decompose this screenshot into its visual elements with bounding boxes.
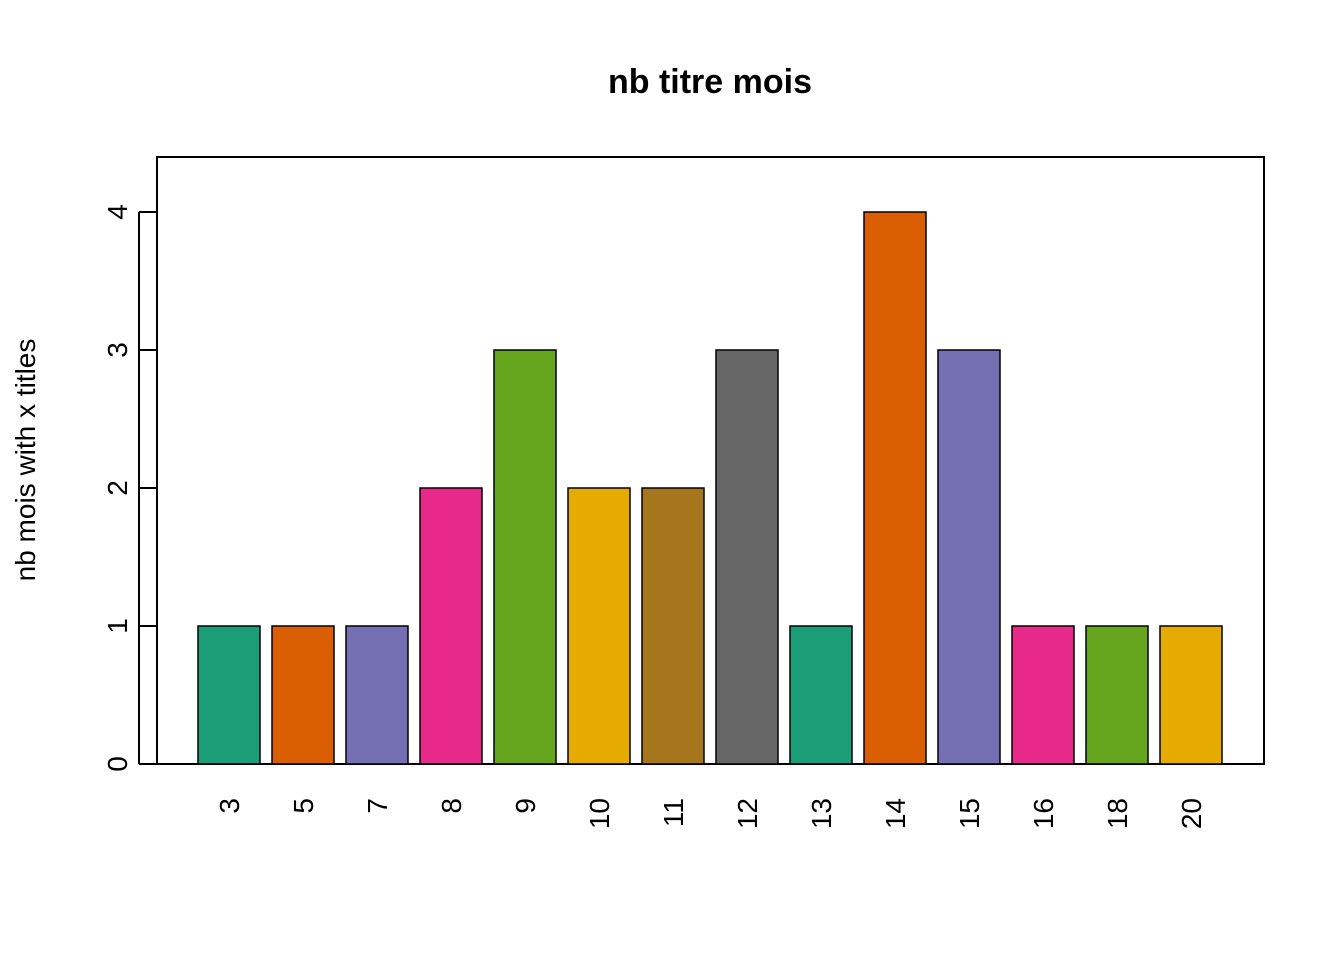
plot-frame (156, 156, 1265, 765)
bar (1085, 625, 1149, 765)
x-tick-label: 5 (288, 798, 319, 814)
bar (493, 349, 557, 765)
x-tick-label: 15 (954, 798, 985, 829)
y-axis: 0 1 2 3 4 (102, 204, 157, 772)
y-tick-label: 2 (102, 480, 133, 496)
x-tick-label: 8 (436, 798, 467, 814)
bars (197, 211, 1223, 765)
x-tick-label: 11 (658, 798, 689, 827)
y-axis-label: nb mois with x titles (10, 339, 41, 582)
x-tick-label: 20 (1176, 798, 1207, 829)
x-tick-label: 16 (1028, 798, 1059, 829)
bar (1011, 625, 1075, 765)
bar (789, 625, 853, 765)
x-tick-label: 12 (732, 798, 763, 829)
bar (197, 625, 261, 765)
y-tick-label: 1 (102, 618, 133, 634)
bar (641, 487, 705, 765)
x-tick-label: 10 (584, 798, 615, 829)
bar (1159, 625, 1223, 765)
bar (863, 211, 927, 765)
x-tick-label: 9 (510, 798, 541, 814)
bar (271, 625, 335, 765)
bar (937, 349, 1001, 765)
bar (419, 487, 483, 765)
y-tick-label: 0 (102, 756, 133, 772)
chart-title: nb titre mois (608, 63, 812, 101)
bar (715, 349, 779, 765)
bar (567, 487, 631, 765)
y-tick-label: 3 (102, 342, 133, 358)
x-tick-label: 14 (880, 798, 911, 829)
x-tick-label: 18 (1102, 798, 1133, 829)
x-tick-label: 3 (214, 798, 245, 814)
x-tick-label: 7 (362, 798, 393, 814)
bar (345, 625, 409, 765)
y-tick-label: 4 (102, 204, 133, 220)
x-tick-label: 13 (806, 798, 837, 829)
x-axis-ticks: 3 5 7 8 9 10 11 12 13 14 15 16 18 20 (214, 798, 1207, 829)
